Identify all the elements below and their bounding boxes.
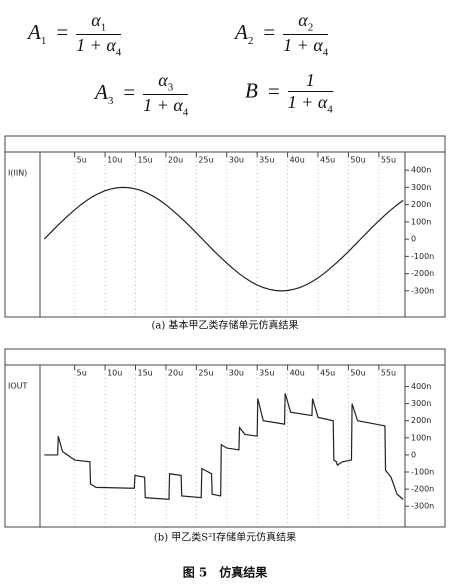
y-tick-label: 200n [411, 416, 431, 425]
data-line [44, 393, 404, 501]
x-tick-label: 50u [350, 369, 365, 378]
y-tick-label: 300n [411, 399, 431, 408]
y-tick-label: 0 [411, 450, 416, 459]
x-tick-label: 15u [138, 369, 153, 378]
numerator: α3 [143, 70, 189, 95]
lhs: A [235, 19, 248, 44]
x-tick-label: 30u [229, 156, 244, 165]
denominator: 1 + α4 [143, 95, 188, 119]
y-tick-label: 300n [411, 183, 431, 192]
series-label: I(IIN) [8, 169, 27, 178]
relation: = [56, 19, 69, 44]
x-tick-label: 45u [320, 369, 335, 378]
denominator-subscript: 4 [182, 106, 189, 119]
chart-caption: (a) 基本甲乙类存储单元仿真结果 [152, 319, 299, 332]
fraction: α3 1 + α4 [143, 70, 189, 119]
denominator-subscript: 4 [115, 46, 122, 59]
y-tick-label: 200n [411, 200, 431, 209]
y-tick-label: 0 [411, 235, 416, 244]
numerator-subscript: 3 [167, 81, 174, 94]
x-tick-label: 35u [259, 369, 274, 378]
x-tick-label: 25u [198, 369, 213, 378]
equation: B = 1 1 + α4 [245, 70, 333, 116]
x-tick-label: 5u [77, 156, 87, 165]
lhs-subscript: 2 [247, 35, 254, 48]
lhs-subscript: 1 [40, 35, 47, 48]
frame [4, 135, 446, 318]
denominator-text: 1 + α [287, 92, 328, 112]
denominator: 1 + α4 [76, 35, 121, 59]
x-tick-label: 50u [350, 156, 365, 165]
x-tick-label: 20u [168, 369, 183, 378]
equation: A2 = α2 1 + α4 [235, 10, 329, 59]
denominator: 1 + α4 [283, 35, 328, 59]
x-tick-label: 45u [320, 156, 335, 165]
numerator-text: α [91, 10, 101, 30]
y-tick-label: 400n [411, 166, 431, 175]
lhs-subscript: 3 [107, 95, 114, 108]
x-tick-label: 35u [259, 156, 274, 165]
y-tick-label: -300n [411, 502, 434, 511]
fraction: α1 1 + α4 [76, 10, 122, 59]
x-tick-label: 25u [198, 156, 213, 165]
numerator-text: α [158, 70, 168, 90]
x-tick-label: 55u [381, 156, 396, 165]
lhs: A [28, 19, 41, 44]
denominator-text: 1 + α [283, 34, 323, 55]
x-tick-label: 40u [290, 156, 305, 165]
y-tick-label: 100n [411, 433, 431, 442]
y-tick-label: -300n [411, 286, 434, 295]
numerator: 1 [287, 70, 333, 92]
relation: = [263, 19, 276, 44]
x-tick-label: 5u [77, 369, 87, 378]
numerator-text: 1 [305, 70, 315, 90]
relation: = [123, 79, 136, 104]
numerator-subscript: 1 [100, 21, 107, 34]
lhs: B [245, 78, 258, 103]
lhs: A [95, 79, 108, 104]
y-tick-label: -100n [411, 252, 434, 261]
frame [4, 348, 446, 528]
chart-caption: (b) 甲乙类S²I存储单元仿真结果 [154, 531, 296, 544]
denominator-text: 1 + α [143, 94, 183, 115]
x-tick-label: 30u [229, 369, 244, 378]
y-tick-label: 100n [411, 217, 431, 226]
relation: = [267, 78, 280, 103]
x-tick-label: 15u [138, 156, 153, 165]
denominator-subscript: 4 [327, 103, 333, 116]
y-tick-label: -100n [411, 468, 434, 477]
figure-caption: 图 5 仿真结果 [183, 565, 268, 580]
x-tick-label: 20u [168, 156, 183, 165]
fraction: α2 1 + α4 [283, 10, 329, 59]
data-line [43, 186, 404, 292]
y-tick-label: -200n [411, 485, 434, 494]
equation: A1 = α1 1 + α4 [28, 10, 122, 59]
equation: A3 = α3 1 + α4 [95, 70, 189, 119]
numerator-subscript: 2 [307, 21, 314, 34]
series-label: IOUT [8, 382, 28, 391]
denominator-subscript: 4 [322, 46, 329, 59]
x-tick-label: 40u [290, 369, 305, 378]
x-tick-label: 55u [381, 369, 396, 378]
denominator-text: 1 + α [76, 34, 116, 55]
y-tick-label: 400n [411, 382, 431, 391]
y-tick-label: -200n [411, 269, 434, 278]
x-tick-label: 10u [107, 156, 122, 165]
numerator: α1 [76, 10, 122, 35]
x-tick-label: 10u [107, 369, 122, 378]
denominator: 1 + α4 [288, 92, 333, 116]
numerator-text: α [298, 10, 308, 30]
numerator: α2 [283, 10, 329, 35]
